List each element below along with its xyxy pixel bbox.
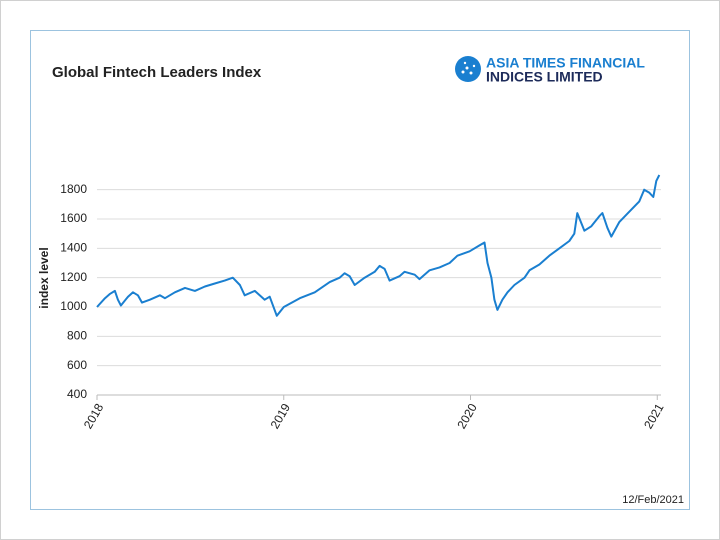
logo-dot [463, 61, 467, 65]
logo [455, 56, 481, 82]
logo-dot [469, 71, 473, 75]
y-tick-label: 1400 [60, 241, 87, 255]
y-tick-label: 800 [67, 329, 87, 343]
line-series [96, 174, 661, 317]
logo-dot [461, 70, 465, 74]
y-tick-label: 1000 [60, 299, 87, 313]
logo-dot [465, 66, 469, 70]
y-tick-label: 600 [67, 358, 87, 372]
logo-dot [472, 64, 476, 68]
y-tick-label: 1800 [60, 182, 87, 196]
brand-line-1: ASIA TIMES FINANCIAL [486, 55, 645, 71]
card [30, 30, 690, 510]
brand-line-2: INDICES LIMITED [486, 69, 603, 85]
chart-title: Global Fintech Leaders Index [52, 64, 262, 81]
y-axis-label: index level [37, 247, 51, 308]
y-tick-label: 1200 [60, 270, 87, 284]
y-tick-label: 1600 [60, 211, 87, 225]
date-note: 12/Feb/2021 [622, 494, 684, 506]
y-tick-label: 400 [67, 387, 87, 401]
